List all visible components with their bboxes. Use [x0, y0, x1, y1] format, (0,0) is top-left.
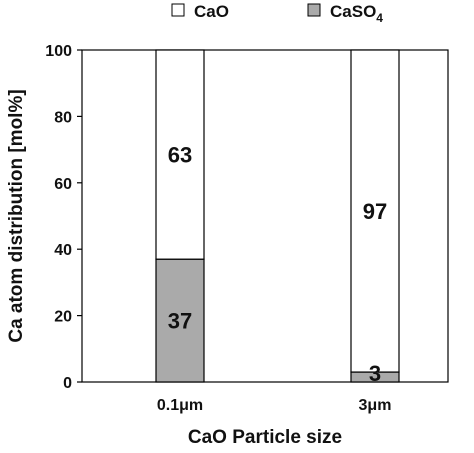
data-label: 97	[363, 199, 387, 224]
x-tick-label: 0.1μm	[157, 397, 203, 414]
x-axis-title: CaO Particle size	[188, 427, 342, 448]
y-tick-label: 100	[45, 43, 72, 60]
bar-segment	[350, 49, 400, 373]
y-tick-label: 20	[54, 309, 72, 326]
legend-swatch	[307, 3, 321, 17]
bars	[155, 49, 400, 383]
y-axis-title: Ca atom distribution [mol%]	[6, 89, 27, 342]
y-tick-label: 40	[54, 242, 72, 259]
plot-frame	[81, 49, 449, 383]
y-tick-label: 60	[54, 176, 72, 193]
legend-swatch	[171, 3, 185, 17]
data-label: 63	[168, 143, 192, 168]
data-label: 3	[369, 361, 381, 386]
axes: 0 20 40 60 80 100 0.1μm 3μm	[45, 43, 449, 414]
data-labels: 37 63 3 97	[168, 143, 387, 386]
legend: CaO CaSO4	[171, 2, 383, 25]
y-tick-label: 0	[63, 375, 72, 392]
bar-segment	[155, 258, 205, 383]
y-tick-label: 80	[54, 109, 72, 126]
bar-segment	[155, 49, 205, 260]
x-tick-label: 3μm	[359, 397, 392, 414]
legend-label-subscript: 4	[376, 11, 383, 25]
legend-label: CaSO4	[330, 2, 383, 25]
legend-label: CaO	[194, 2, 229, 21]
data-label: 37	[168, 309, 192, 334]
